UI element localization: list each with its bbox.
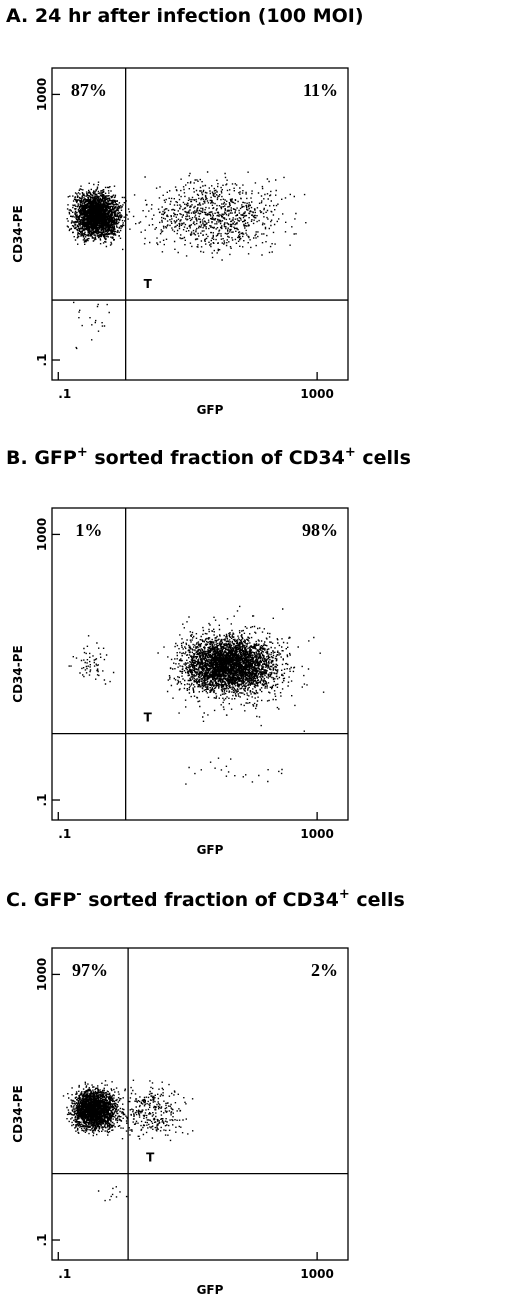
quadrant-percent: 1%: [75, 520, 102, 540]
title-part: sorted fraction of CD34: [82, 889, 339, 911]
superscript: +: [77, 445, 88, 460]
x-tick-label: .1: [58, 387, 71, 401]
title-part: cells: [356, 447, 411, 469]
x-tick-label: 1000: [300, 387, 333, 401]
panel: A. 24 hr after infection (100 MOI) .1 1000…: [6, 5, 364, 417]
y-tick-label: 1000: [35, 78, 49, 111]
title-part: sorted fraction of CD34: [88, 447, 345, 469]
y-axis-label: CD34-PE: [11, 1085, 25, 1142]
density-cloud: [66, 181, 131, 251]
superscript: -: [76, 887, 81, 902]
quadrant-percent: 87%: [71, 80, 107, 100]
quadrant-percent: 97%: [72, 960, 108, 980]
gate-annotation: T: [144, 711, 153, 725]
title-part: A. 24 hr after infection (100 MOI): [6, 5, 364, 27]
panel: C. GFP- sorted fraction of CD34+ cells .1…: [6, 887, 405, 1297]
x-tick-label: .1: [58, 827, 71, 841]
quadrant-percent: 11%: [303, 80, 338, 100]
plot-frame: [51, 507, 349, 821]
x-axis-label: GFP: [197, 1283, 224, 1297]
y-tick-label: .1: [35, 354, 49, 367]
plot-frame: [51, 67, 349, 381]
density-cloud: [97, 1186, 128, 1202]
y-tick-label: .1: [35, 1234, 49, 1247]
title-part: cells: [350, 889, 405, 911]
superscript: +: [345, 445, 356, 460]
dots: [73, 301, 110, 350]
density-cloud: [68, 635, 115, 685]
y-axis-label: CD34-PE: [11, 205, 25, 262]
quadrant-percent: 98%: [302, 520, 338, 540]
quadrant-percent: 2%: [311, 960, 338, 980]
dots: [68, 635, 115, 685]
y-tick-label: 1000: [35, 518, 49, 551]
title-part: B. GFP: [6, 447, 77, 469]
title-part: C. GFP: [6, 889, 76, 911]
x-axis-label: GFP: [197, 403, 224, 417]
panel-title: C. GFP- sorted fraction of CD34+ cells: [6, 887, 405, 911]
x-tick-label: .1: [58, 1267, 71, 1281]
y-axis-label: CD34-PE: [11, 645, 25, 702]
gate-annotation: T: [144, 277, 153, 291]
dots: [185, 757, 283, 785]
panel-title: B. GFP+ sorted fraction of CD34+ cells: [6, 445, 411, 469]
x-tick-label: 1000: [300, 1267, 333, 1281]
dots: [62, 1080, 126, 1137]
dots: [97, 1186, 128, 1202]
y-tick-label: .1: [35, 794, 49, 807]
panel: B. GFP+ sorted fraction of CD34+ cells.1…: [6, 445, 411, 857]
density-cloud: [73, 301, 110, 350]
plot-frame: [51, 947, 349, 1261]
x-tick-label: 1000: [300, 827, 333, 841]
density-cloud: [185, 757, 283, 785]
dots: [66, 181, 131, 251]
x-axis-label: GFP: [197, 843, 224, 857]
dots: [128, 171, 307, 261]
superscript: +: [339, 887, 350, 902]
panel-title: A. 24 hr after infection (100 MOI): [6, 5, 364, 27]
density-cloud: [62, 1080, 126, 1137]
density-cloud: [128, 171, 307, 261]
gate-annotation: T: [146, 1151, 155, 1165]
y-tick-label: 1000: [35, 958, 49, 991]
